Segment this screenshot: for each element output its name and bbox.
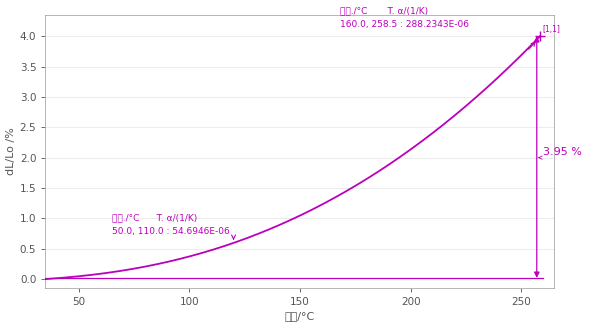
- X-axis label: 温度/°C: 温度/°C: [285, 311, 315, 321]
- Text: 温度./°C       T. α/(1/K)
160.0, 258.5 : 288.2343E-06: 温度./°C T. α/(1/K) 160.0, 258.5 : 288.234…: [340, 7, 469, 29]
- Text: [1,1]: [1,1]: [542, 25, 560, 34]
- Text: 温度./°C      T. α/(1/K)
50.0, 110.0 : 54.6946E-06: 温度./°C T. α/(1/K) 50.0, 110.0 : 54.6946E…: [112, 213, 230, 235]
- Text: 3.95 %: 3.95 %: [544, 146, 583, 157]
- Y-axis label: dL/Lo /%: dL/Lo /%: [5, 128, 15, 176]
